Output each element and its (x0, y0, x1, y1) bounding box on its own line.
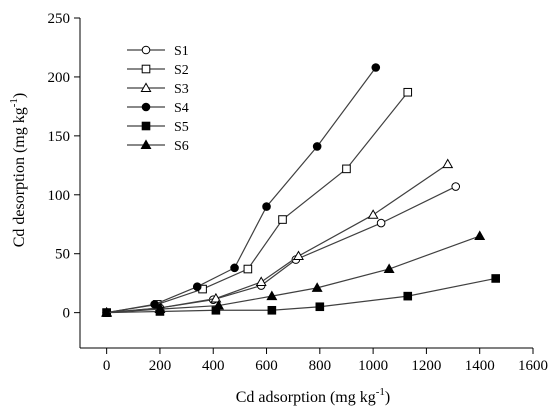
data-point (210, 292, 222, 303)
y-tick-label: 50 (55, 247, 70, 263)
legend-label: S4 (174, 101, 189, 116)
data-point (371, 63, 381, 72)
data-point (491, 274, 500, 283)
data-point (150, 300, 159, 309)
legend-item-s5: S5 (127, 120, 189, 135)
x-tick-label: 1200 (411, 358, 441, 374)
series-s3 (101, 158, 454, 317)
data-point (101, 307, 113, 317)
data-point (403, 87, 413, 97)
data-point (267, 305, 277, 315)
legend-marker (141, 45, 151, 55)
legend-marker (140, 139, 152, 149)
legend-marker (141, 102, 151, 112)
data-point (192, 282, 202, 292)
x-tick-label: 400 (202, 358, 225, 374)
data-point (403, 291, 413, 301)
data-point (278, 215, 287, 224)
x-tick-label: 600 (255, 358, 278, 374)
series-s6 (101, 230, 486, 317)
legend-item-s3: S3 (127, 82, 189, 97)
legend-marker (140, 82, 152, 92)
data-point (315, 302, 325, 312)
x-axis-title: Cd adsorption (mg kg-1) (236, 386, 391, 406)
data-point (154, 303, 166, 314)
legend-label: S6 (174, 139, 189, 154)
x-tick-label: 800 (309, 358, 332, 374)
data-point (342, 164, 351, 174)
x-tick-label: 1400 (465, 358, 495, 374)
data-point (474, 230, 486, 240)
y-tick-label: 150 (48, 129, 71, 145)
data-point (293, 250, 304, 261)
data-point (376, 218, 386, 228)
legend: S1 S2 S3 S4 S5 S6 (127, 44, 189, 154)
x-tick-label: 200 (149, 358, 172, 374)
y-tick-label: 100 (48, 188, 71, 204)
x-tick-label: 1600 (518, 358, 548, 374)
legend-marker (141, 64, 151, 74)
data-point (255, 276, 267, 286)
y-axis-title: Cd desorption (mg kg-1) (8, 93, 28, 248)
legend-item-s2: S2 (127, 63, 189, 78)
x-tick-label: 0 (103, 358, 111, 374)
data-point (262, 202, 271, 211)
series-line (106, 163, 449, 314)
data-point (266, 290, 278, 301)
legend-label: S1 (174, 44, 189, 59)
data-point (243, 264, 253, 274)
data-point (367, 209, 379, 219)
data-point (311, 282, 323, 292)
x-tick-label: 1000 (358, 358, 388, 374)
series-layer (101, 63, 500, 317)
data-point (312, 142, 322, 151)
legend-label: S5 (174, 120, 189, 135)
y-tick-label: 0 (63, 306, 71, 322)
legend-item-s1: S1 (127, 44, 189, 59)
legend-item-s4: S4 (127, 101, 189, 116)
series-line (106, 91, 409, 314)
axis-ticks: 0 200 400 600 800 1000 1200 1400 1600 0 50 100 150 20… (48, 11, 549, 374)
series-s4 (102, 63, 381, 317)
series-line (106, 185, 456, 314)
data-point (230, 263, 239, 273)
data-point (442, 158, 454, 169)
data-point (383, 263, 395, 273)
legend-label: S3 (174, 82, 189, 97)
legend-marker (141, 121, 151, 131)
data-point (213, 299, 225, 310)
legend-label: S2 (174, 63, 189, 78)
plot-area (79, 18, 533, 349)
data-point (451, 182, 461, 191)
y-tick-label: 250 (48, 11, 71, 27)
y-tick-label: 200 (48, 70, 71, 86)
legend-item-s6: S6 (127, 139, 189, 154)
